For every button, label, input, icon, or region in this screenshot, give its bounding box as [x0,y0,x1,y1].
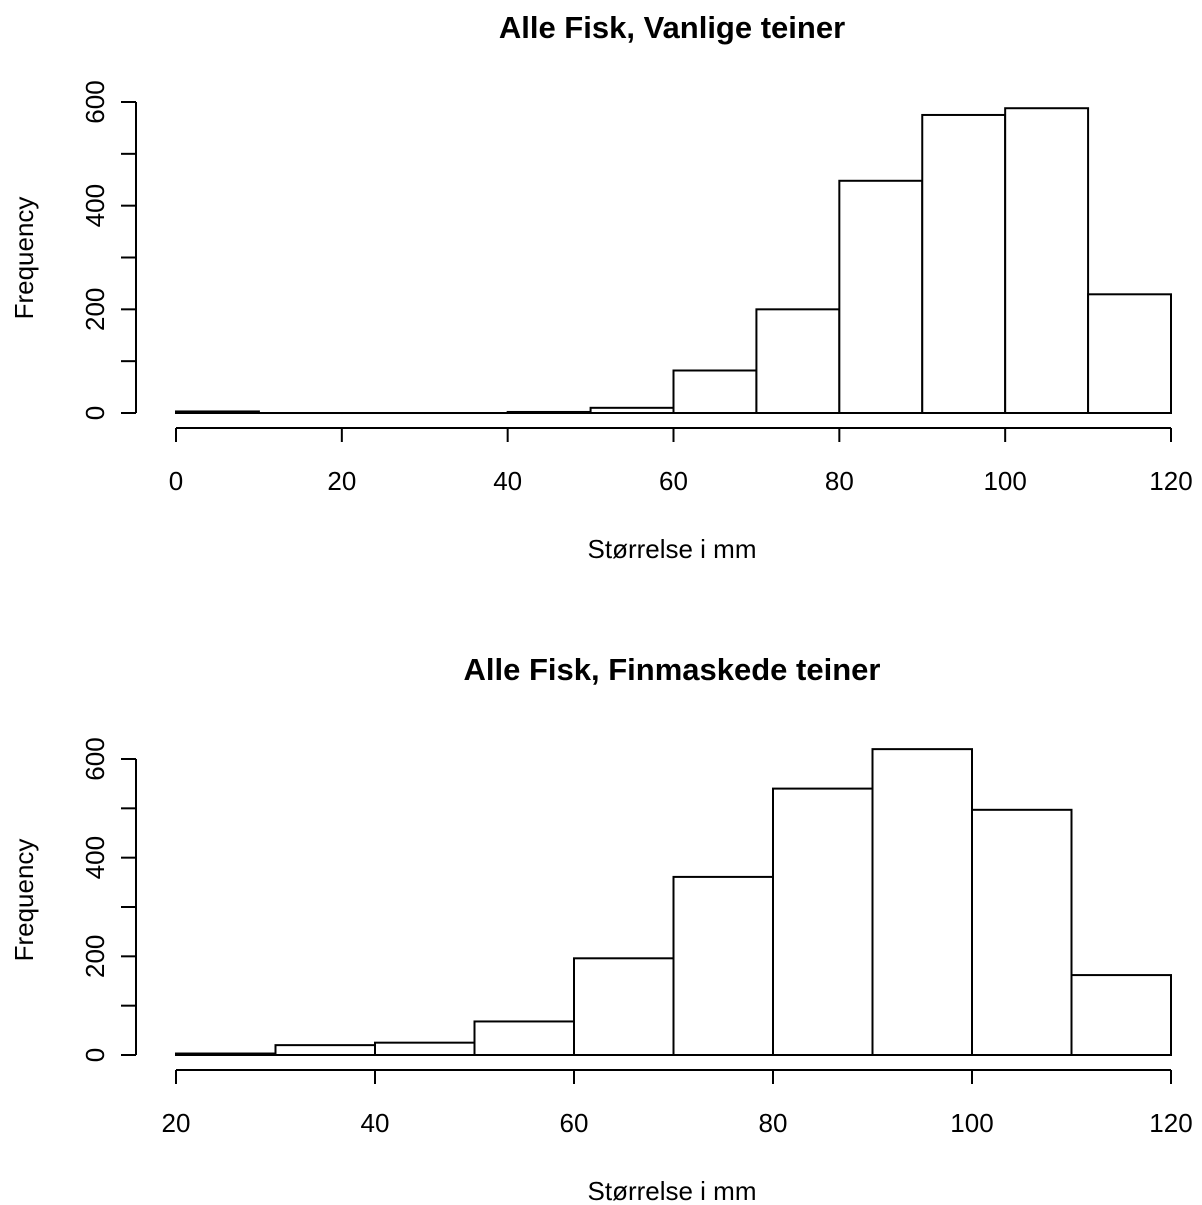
x-tick-label: 40 [493,466,522,496]
x-tick-label: 60 [560,1108,589,1138]
histogram-bar [473,1020,575,1056]
x-tick-label: 100 [983,466,1026,496]
x-tick-label: 100 [950,1108,993,1138]
histogram-bar [971,808,1073,1057]
x-axis-label: Størrelse i mm [588,534,757,564]
histogram-bar [175,1052,277,1057]
histogram-bar [506,410,592,415]
y-tick-label: 400 [80,184,110,227]
x-tick-label: 120 [1149,1108,1192,1138]
chart-title: Alle Fisk, Finmaskede teiner [464,652,881,687]
y-tick-label: 600 [80,737,110,780]
x-tick-label: 40 [361,1108,390,1138]
histogram-bar [374,1041,476,1056]
histogram-bar [838,179,924,414]
x-tick-label: 80 [759,1108,788,1138]
x-tick-label: 0 [169,466,183,496]
histogram-bar [921,113,1007,414]
histogram-bar [672,369,758,415]
y-tick-label: 0 [80,1048,110,1062]
histogram-bar [871,748,973,1057]
histogram-bar [1004,107,1090,414]
bar-group [175,107,1173,415]
histogram-bar [755,308,841,415]
y-axis-label: Frequency [9,839,39,962]
y-axis: 0 200 400 600 [80,737,137,1062]
histogram-bar [772,787,874,1056]
histogram-bar [573,957,675,1056]
histogram-bar [1070,974,1172,1057]
y-tick-label: 200 [80,288,110,331]
x-tick-label: 20 [327,466,356,496]
x-tick-label: 60 [659,466,688,496]
x-tick-label: 20 [162,1108,191,1138]
x-axis: 0 20 40 60 80 100 120 [169,427,1193,496]
y-tick-label: 200 [80,935,110,978]
y-tick-label: 400 [80,836,110,879]
histogram-bar [1087,293,1173,414]
y-axis: 0 200 400 600 [80,80,137,420]
histogram-bar [274,1044,376,1056]
x-tick-label: 120 [1149,466,1192,496]
y-tick-label: 600 [80,80,110,123]
chart-title: Alle Fisk, Vanlige teiner [499,10,845,45]
x-axis: 20 40 60 80 100 120 [162,1069,1193,1138]
histogram-bar [175,410,260,415]
histogram-bar [589,406,675,415]
y-axis-label: Frequency [9,197,39,320]
x-axis-label: Størrelse i mm [588,1176,757,1205]
histogram-bar [672,875,774,1057]
y-tick-label: 0 [80,406,110,420]
bar-group [175,748,1172,1057]
x-tick-label: 80 [825,466,854,496]
histogram-panel-finmaskede: Alle Fisk, Finmaskede teiner 0200400600 … [9,652,1193,1205]
histogram-panel-vanlige: Alle Fisk, Vanlige teiner 0 200 400 600 0 20… [9,10,1193,564]
